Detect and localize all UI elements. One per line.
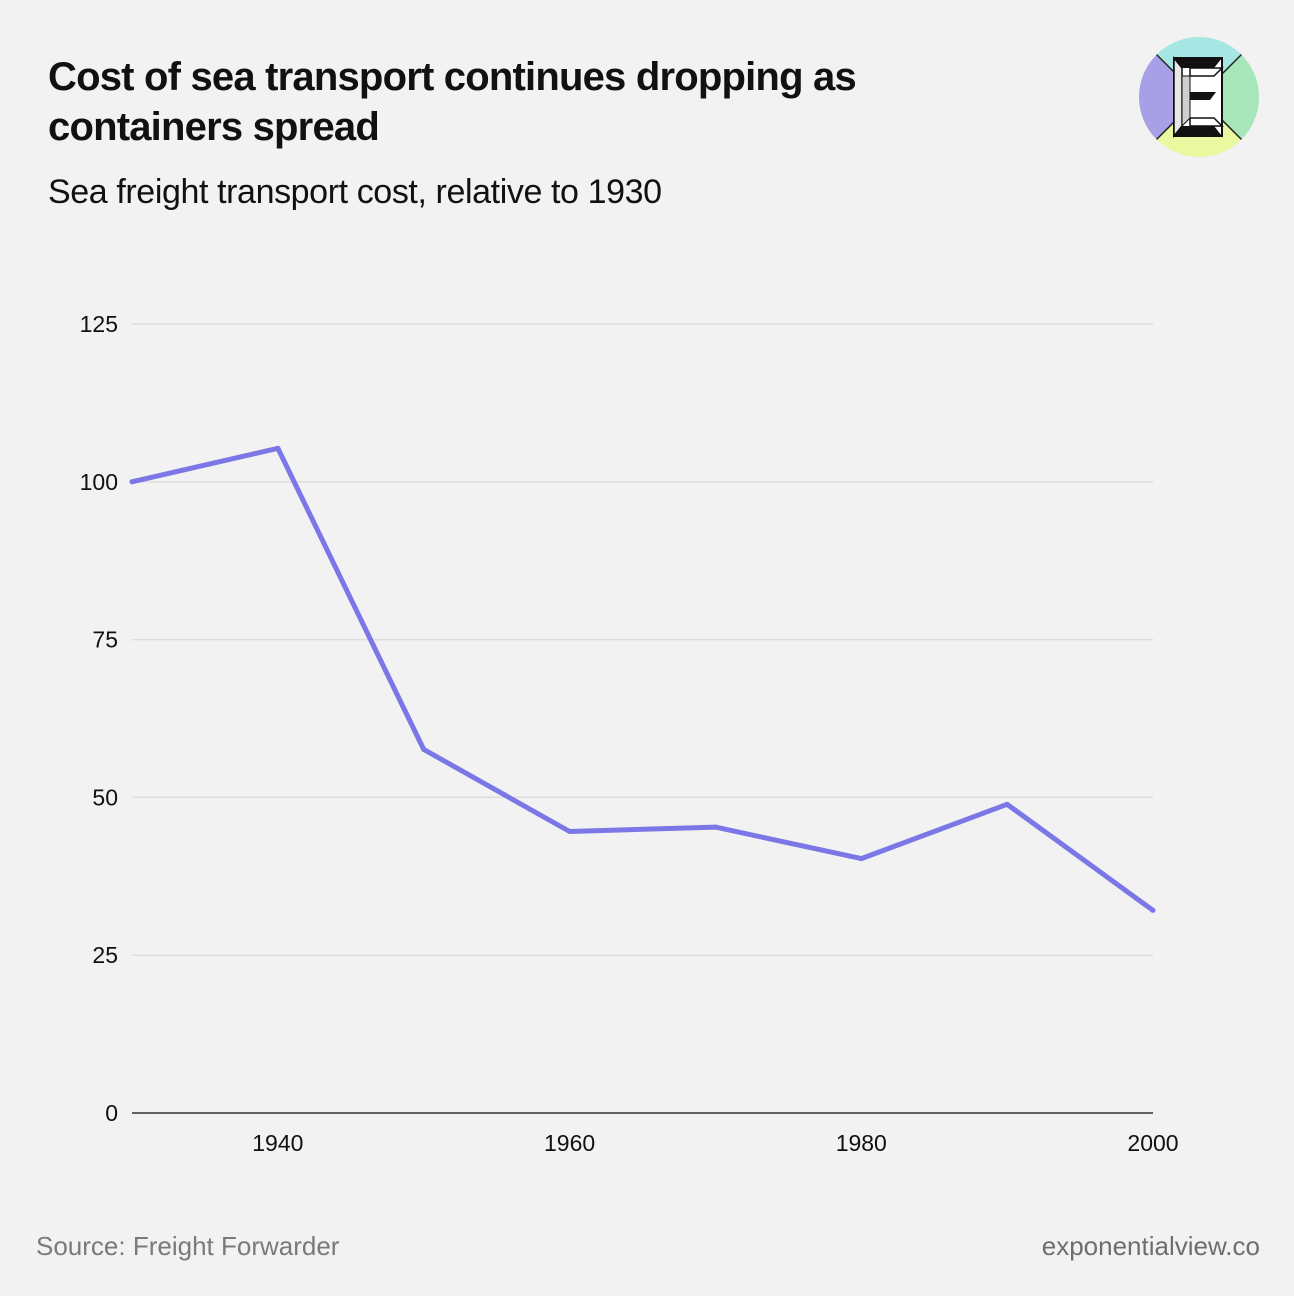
- x-tick-label: 1940: [252, 1130, 303, 1156]
- source-note: Source: Freight Forwarder: [36, 1231, 340, 1261]
- data-point[interactable]: [858, 856, 864, 862]
- data-point[interactable]: [129, 479, 135, 485]
- chart-subtitle: Sea freight transport cost, relative to …: [48, 173, 662, 211]
- y-tick-label: 125: [80, 311, 118, 337]
- chart-title: Cost of sea transport continues dropping…: [48, 55, 857, 149]
- data-point[interactable]: [1150, 907, 1156, 913]
- site-credit[interactable]: exponentialview.co: [1041, 1231, 1260, 1261]
- x-tick-label: 2000: [1127, 1130, 1178, 1156]
- series-line: [131, 445, 1155, 913]
- x-tick-label: 1960: [544, 1130, 595, 1156]
- data-point[interactable]: [1004, 801, 1010, 807]
- y-tick-label: 75: [92, 627, 118, 653]
- data-point[interactable]: [712, 824, 718, 830]
- exponential-view-logo-icon: E: [1139, 37, 1259, 157]
- data-point[interactable]: [421, 746, 427, 752]
- y-tick-label: 0: [105, 1100, 118, 1126]
- y-tick-label: 50: [92, 784, 118, 810]
- x-tick-label: 1980: [836, 1130, 887, 1156]
- data-point[interactable]: [275, 445, 281, 451]
- y-tick-label: 25: [92, 942, 118, 968]
- y-tick-label: 100: [80, 469, 118, 495]
- data-point[interactable]: [567, 828, 573, 834]
